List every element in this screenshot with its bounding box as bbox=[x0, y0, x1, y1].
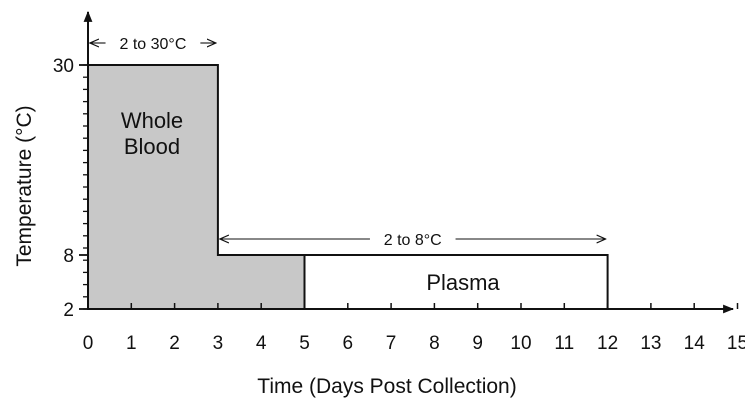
y-tick-label: 30 bbox=[53, 56, 74, 77]
x-axis-title: Time (Days Post Collection) bbox=[257, 375, 516, 398]
y-tick-label: 2 bbox=[63, 300, 74, 321]
regions-layer: Whole Blood Plasma bbox=[87, 64, 609, 310]
x-tick-label: 13 bbox=[640, 333, 661, 354]
annotation-label: 2 to 8°C bbox=[384, 232, 442, 249]
x-tick-label: 14 bbox=[684, 333, 706, 354]
region-whole-blood bbox=[87, 64, 306, 310]
x-tick-label: 7 bbox=[386, 333, 397, 354]
x-tick-label: 15 bbox=[727, 333, 745, 354]
x-tick-label: 5 bbox=[299, 333, 310, 354]
region-label-plasma: Plasma bbox=[426, 270, 500, 295]
y-tick-label: 8 bbox=[63, 246, 74, 267]
x-tick-label: 4 bbox=[256, 333, 267, 354]
x-tick-label: 8 bbox=[429, 333, 440, 354]
annotation-label: 2 to 30°C bbox=[120, 36, 187, 53]
region-label-whole-blood: Whole Blood bbox=[121, 108, 183, 159]
x-tick-label: 1 bbox=[126, 333, 137, 354]
x-tick-label: 12 bbox=[597, 333, 618, 354]
x-tick-label: 9 bbox=[472, 333, 483, 354]
x-tick-label: 3 bbox=[213, 333, 224, 354]
y-axis-title: Temperature (°C) bbox=[13, 105, 36, 266]
x-tick-label: 2 bbox=[169, 333, 180, 354]
x-tick-label: 0 bbox=[83, 333, 94, 354]
x-tick-label: 10 bbox=[510, 333, 531, 354]
x-tick-label: 6 bbox=[343, 333, 354, 354]
annotations-layer: 2 to 30°C 2 to 8°C bbox=[90, 36, 606, 249]
x-tick-label: 11 bbox=[554, 333, 574, 354]
axes-layer bbox=[83, 10, 735, 314]
